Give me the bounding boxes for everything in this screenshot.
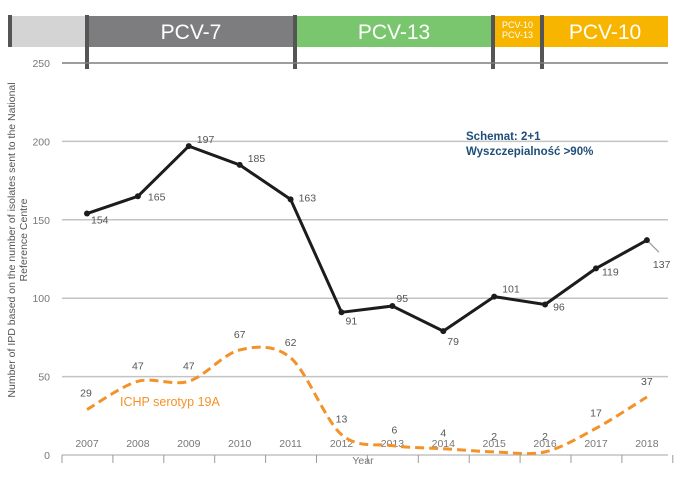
- serotype-19a-data-label: 47: [183, 360, 195, 372]
- y-tick-label: 100: [32, 293, 50, 305]
- ipd-data-label: 119: [602, 266, 619, 278]
- serotype-19a-data-label: 13: [336, 414, 348, 426]
- x-axis-label: Year: [352, 455, 374, 467]
- vaccine-period-segment: [542, 16, 668, 47]
- ipd-data-label: 101: [502, 284, 520, 296]
- y-tick-label: 150: [32, 215, 50, 227]
- x-tick-label: 2017: [584, 438, 608, 450]
- schema-annotation: Schemat: 2+1 Wyszczepialność >90%: [466, 131, 593, 158]
- serotype-19a-data-label: 2: [542, 431, 548, 443]
- vaccine-period-label: PCV-13: [358, 21, 430, 44]
- x-tick-label: 2012: [330, 438, 354, 450]
- x-tick-label: 2018: [635, 438, 659, 450]
- ipd-data-label: 137: [653, 259, 671, 271]
- y-tick-labels: 0 50 100 150 200 250: [32, 58, 50, 462]
- ipd-point: [440, 328, 447, 335]
- x-tick-label: 2015: [483, 438, 507, 450]
- x-tick-label: 2013: [381, 438, 405, 450]
- x-tick-label: 2010: [228, 438, 252, 450]
- ipd-data-label: 96: [553, 301, 565, 313]
- x-tick-label: 2016: [533, 438, 557, 450]
- serotype-19a-data-label: 47: [132, 360, 144, 372]
- vaccine-period-segment: [87, 16, 295, 47]
- label-leader-line: [648, 241, 660, 253]
- serotype-19a-data-label: 29: [80, 388, 92, 400]
- x-tick-labels: 2007 2008 2009 2010 2011 2012 2013 2014 2015 2016…: [61, 438, 674, 463]
- y-axis-label-line: Number of IPD based on the number of iso…: [6, 82, 18, 397]
- annotation-line: Wyszczepialność >90%: [466, 146, 593, 158]
- ipd-data-label: 185: [248, 153, 266, 165]
- ipd-point: [185, 143, 192, 150]
- x-tick-label: 2007: [75, 438, 99, 450]
- vaccine-period-label: PCV-10: [569, 21, 641, 44]
- serotype-19a-data-label: 67: [234, 329, 246, 341]
- vaccine-period-segment: [295, 16, 493, 47]
- y-tick-label: 250: [32, 58, 50, 70]
- serotype-19a-data-label: 37: [641, 376, 653, 388]
- series-line-ipd-total: [86, 144, 648, 333]
- serotype-19a-data-label: 62: [285, 337, 297, 349]
- serotype-19a-data-label: 17: [590, 407, 602, 419]
- ipd-data-label: 154: [91, 215, 109, 227]
- series-label-19a: ICHP serotyp 19A: [120, 395, 220, 409]
- vaccine-period-label: PCV-10: [502, 20, 533, 30]
- ipd-point: [236, 161, 243, 168]
- y-gridlines: [62, 62, 668, 456]
- x-tick-label: 2011: [279, 438, 302, 450]
- ipd-data-label: 91: [346, 315, 358, 327]
- y-tick-label: 0: [44, 450, 50, 462]
- vaccine-period-segment: [10, 16, 87, 47]
- ipd-point: [338, 309, 345, 316]
- series-line-19a: [86, 345, 648, 456]
- ipd-data-label: 95: [396, 293, 408, 305]
- ipd-data-label: 163: [299, 192, 317, 204]
- x-tick-label: 2008: [126, 438, 150, 450]
- series-layer: 154 165 197 185 163 91 95 79 101 96 119 137 29 47 47 67…: [80, 134, 671, 456]
- ipd-data-label: 197: [197, 134, 215, 146]
- vaccine-period-label: PCV-13: [502, 30, 533, 40]
- ipd-point: [643, 237, 650, 244]
- vaccine-period-segment: [493, 16, 542, 47]
- ipd-data-label: 165: [148, 191, 166, 203]
- annotation-line: Schemat: 2+1: [466, 131, 541, 143]
- y-axis-label-line: Reference Centre: [18, 198, 30, 281]
- vaccine-period-label: PCV-7: [161, 21, 222, 44]
- ipd-point: [134, 193, 141, 200]
- x-tick-label: 2009: [177, 438, 201, 450]
- ipd-point: [287, 196, 294, 203]
- ipd-point: [389, 303, 396, 310]
- y-tick-label: 50: [38, 372, 50, 384]
- y-tick-label: 200: [32, 136, 50, 148]
- serotype-19a-data-label: 2: [491, 431, 497, 443]
- ipd-data-label: 79: [447, 336, 459, 348]
- ipd-point: [542, 301, 549, 308]
- serotype-19a-data-label: 4: [440, 428, 446, 440]
- ipd-point: [491, 293, 498, 300]
- serotype-19a-data-label: 6: [391, 425, 397, 437]
- ipd-point: [593, 265, 599, 272]
- ipd-point: [84, 210, 90, 217]
